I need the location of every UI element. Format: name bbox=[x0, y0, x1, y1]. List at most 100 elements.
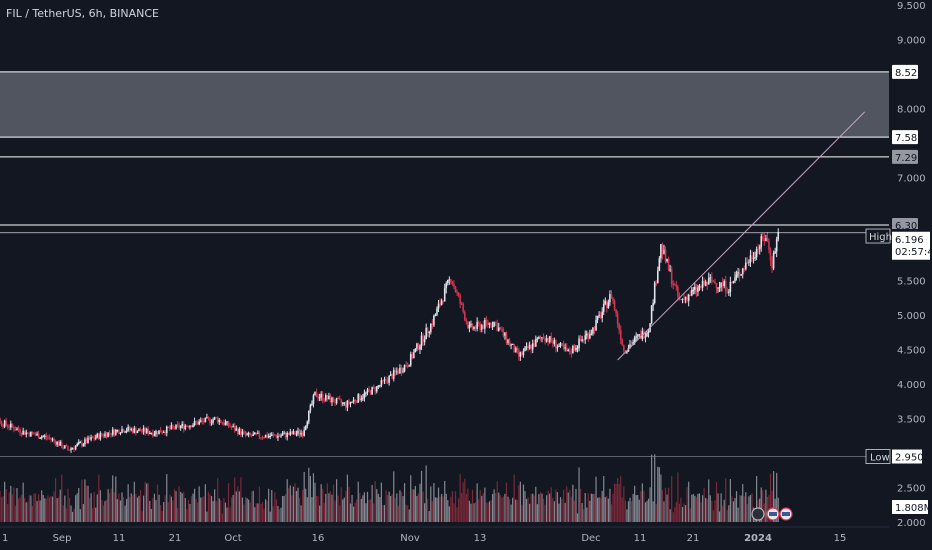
candle-body-195 bbox=[275, 435, 278, 438]
candle-body-107 bbox=[139, 429, 142, 432]
volume-bar-466 bbox=[694, 495, 696, 522]
volume-bar-474 bbox=[706, 498, 708, 522]
volume-bar-237 bbox=[340, 487, 342, 522]
candle-body-208 bbox=[295, 433, 298, 435]
candle-body-178 bbox=[249, 432, 251, 436]
volume-bar-105 bbox=[136, 497, 139, 522]
candle-body-352 bbox=[518, 350, 520, 357]
volume-bar-126 bbox=[169, 494, 171, 522]
candle-body-124 bbox=[165, 426, 168, 434]
volume-bar-40 bbox=[36, 501, 38, 522]
volume-bar-269 bbox=[390, 495, 392, 522]
dividend-icon[interactable] bbox=[751, 507, 765, 521]
volume-bar-213 bbox=[303, 471, 305, 522]
candle-body-214 bbox=[304, 425, 307, 430]
candle-body-156 bbox=[215, 417, 217, 419]
volume-bar-510 bbox=[762, 490, 764, 522]
price-label-2-text: 7.296 bbox=[895, 153, 924, 164]
volume-bar-217 bbox=[309, 476, 311, 522]
candle-body-400 bbox=[592, 327, 594, 334]
candle-body-338 bbox=[496, 323, 499, 331]
volume-bar-214 bbox=[305, 488, 307, 522]
volume-bar-357 bbox=[525, 498, 528, 522]
candle-body-450 bbox=[669, 269, 671, 271]
candle-body-64 bbox=[73, 448, 75, 450]
candle-body-215 bbox=[306, 421, 309, 426]
volume-bar-368 bbox=[542, 498, 545, 522]
candle-body-446 bbox=[663, 249, 665, 254]
candle-body-424 bbox=[629, 344, 631, 349]
volume-bar-362 bbox=[533, 495, 535, 522]
volume-bar-377 bbox=[556, 492, 559, 522]
candle-body-364 bbox=[536, 338, 539, 340]
volume-bar-207 bbox=[294, 483, 296, 522]
candle-body-36 bbox=[30, 431, 32, 437]
candle-body-192 bbox=[270, 434, 273, 436]
volume-bar-272 bbox=[394, 498, 396, 522]
volume-bar-96 bbox=[122, 497, 125, 522]
candle-body-231 bbox=[331, 397, 333, 403]
volume-bar-410 bbox=[607, 498, 609, 522]
volume-bar-75 bbox=[90, 493, 92, 522]
time-axis[interactable]: 1 Sep 11 21 Oct 16 Nov 13 Dec 11 21 2024 15 bbox=[0, 526, 889, 544]
candle-body-512 bbox=[765, 238, 767, 241]
candle-body-240 bbox=[345, 402, 347, 408]
candle-body-252 bbox=[363, 392, 366, 398]
volume-bar-33 bbox=[25, 502, 27, 522]
volume-bar-87 bbox=[109, 493, 111, 522]
candle-body-226 bbox=[323, 400, 326, 402]
volume-bar-209 bbox=[297, 487, 299, 522]
candle-body-276 bbox=[400, 367, 403, 373]
volume-bar-16 bbox=[0, 491, 1, 522]
candle-body-361 bbox=[531, 343, 534, 350]
volume-bar-17 bbox=[0, 497, 3, 522]
candle-body-151 bbox=[207, 417, 210, 419]
trendline[interactable] bbox=[617, 111, 866, 361]
candle-body-168 bbox=[233, 426, 236, 431]
volume-bar-185 bbox=[260, 503, 262, 522]
candle-body-488 bbox=[728, 291, 730, 293]
volume-bar-314 bbox=[459, 474, 461, 522]
volume-bar-448 bbox=[666, 494, 668, 522]
volume-bar-77 bbox=[93, 492, 95, 522]
candle-body-45 bbox=[43, 435, 46, 437]
candle-body-176 bbox=[246, 434, 248, 436]
event-icons[interactable] bbox=[751, 507, 793, 521]
volume-bar-445 bbox=[661, 490, 664, 522]
volume-bar-256 bbox=[369, 499, 372, 522]
trendline-segment[interactable] bbox=[617, 111, 866, 361]
candle-body-455 bbox=[677, 286, 679, 297]
candle-body-210 bbox=[298, 430, 301, 435]
volume-bar-509 bbox=[760, 487, 762, 522]
volume-bar-350 bbox=[515, 499, 517, 522]
candle-body-306 bbox=[446, 279, 449, 284]
candle-body-268 bbox=[388, 375, 390, 383]
volume-bar-99 bbox=[127, 484, 129, 522]
volume-bar-118 bbox=[156, 484, 159, 522]
volume-bar-330 bbox=[484, 487, 486, 522]
candle-body-177 bbox=[247, 432, 250, 435]
volume-bar-366 bbox=[539, 492, 542, 522]
candle-body-251 bbox=[362, 397, 364, 399]
volume-bar-416 bbox=[617, 478, 619, 522]
candle-body-305 bbox=[445, 283, 448, 289]
volume-bar-313 bbox=[458, 498, 460, 522]
candle-body-19 bbox=[3, 420, 6, 427]
volume-bar-436 bbox=[647, 498, 650, 522]
volume-bar-299 bbox=[436, 497, 438, 522]
candle-body-285 bbox=[414, 348, 417, 353]
volume-bar-464 bbox=[691, 494, 693, 522]
volume-bar-226 bbox=[323, 502, 325, 522]
candle-body-420 bbox=[623, 345, 625, 351]
volume-bar-483 bbox=[720, 493, 722, 522]
volume-bar-337 bbox=[495, 493, 497, 522]
candle-body-337 bbox=[494, 321, 497, 324]
volume-bar-334 bbox=[490, 500, 492, 522]
candle-body-66 bbox=[76, 443, 79, 446]
volume-bar-26 bbox=[14, 505, 17, 522]
volume-bar-108 bbox=[141, 511, 143, 522]
price-axis[interactable]: 9.500 9.000 8.000 7.000 5.500 5.000 4.500 4.000… bbox=[889, 0, 932, 550]
volume-bar-35 bbox=[28, 495, 30, 522]
candle-body-317 bbox=[463, 311, 466, 321]
